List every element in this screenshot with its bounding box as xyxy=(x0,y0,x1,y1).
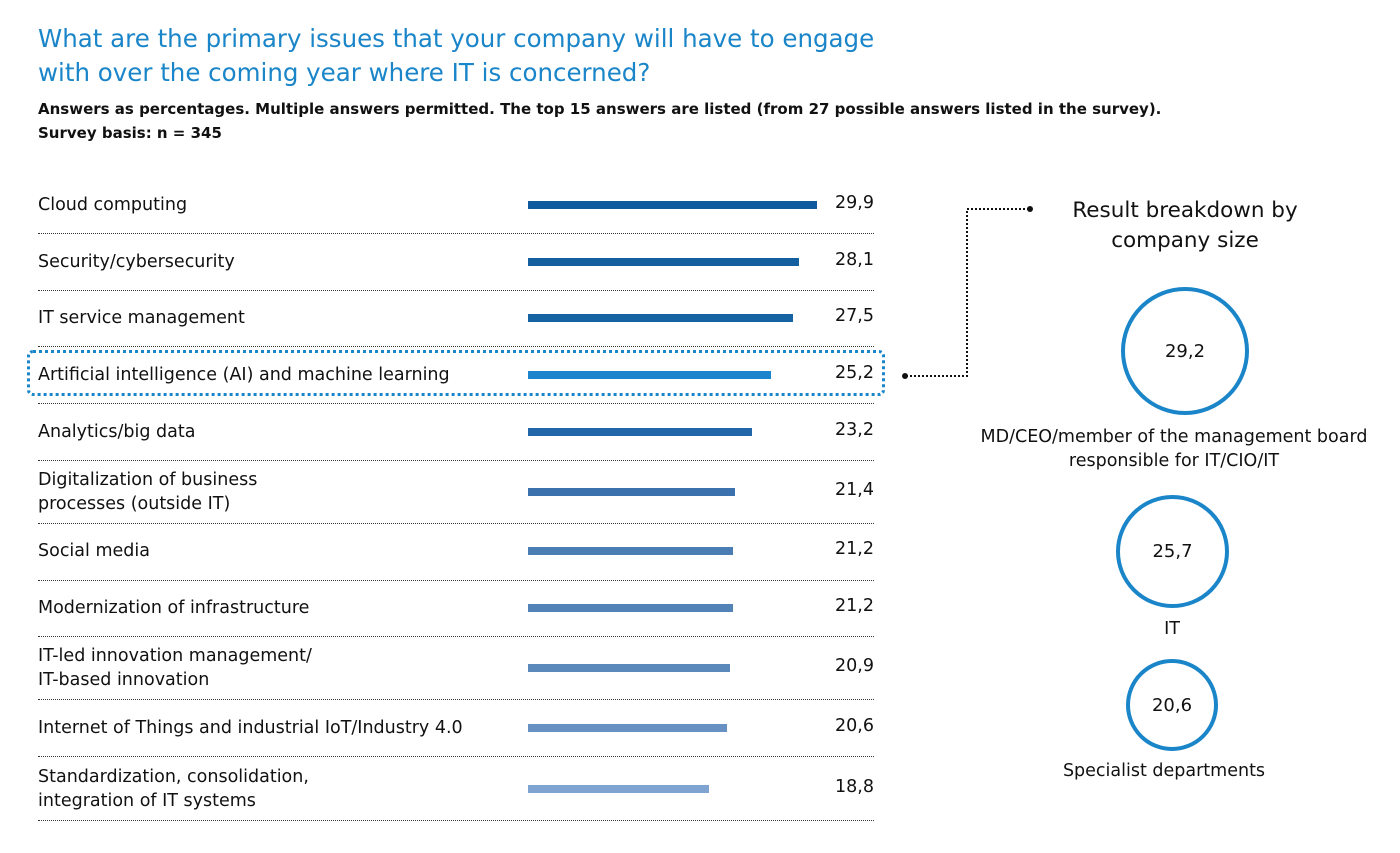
value-label: 21,2 xyxy=(835,596,874,616)
category-label: Social media xyxy=(38,539,150,563)
breakdown-circle-it: 25,7 xyxy=(1116,495,1229,608)
chart-title-line: What are the primary issues that your co… xyxy=(38,24,875,53)
row-divider xyxy=(38,403,874,404)
row-divider xyxy=(38,580,874,581)
bar xyxy=(528,724,727,732)
category-label: IT-led innovation management/IT-based in… xyxy=(38,644,312,692)
category-label-line: Standardization, consolidation, xyxy=(38,767,309,787)
bar xyxy=(528,785,709,793)
bar xyxy=(528,488,735,496)
category-label-line: integration of IT systems xyxy=(38,791,256,811)
chart-subtitle: Answers as percentages. Multiple answers… xyxy=(38,97,1161,145)
bar xyxy=(528,371,771,379)
row-divider xyxy=(38,233,874,234)
bar xyxy=(528,547,733,555)
row-divider xyxy=(38,636,874,637)
breakdown-label-it: IT xyxy=(1072,617,1272,641)
category-label: Modernization of infrastructure xyxy=(38,596,309,620)
chart-title-line: with over the coming year where IT is co… xyxy=(38,58,651,87)
breakdown-circle-management: 29,2 xyxy=(1121,287,1249,415)
value-label: 18,8 xyxy=(835,777,874,797)
breakdown-title: Result breakdown by company size xyxy=(1045,196,1325,256)
value-label: 20,9 xyxy=(835,656,874,676)
category-label-line: processes (outside IT) xyxy=(38,494,231,514)
category-label: IT service management xyxy=(38,306,245,330)
breakdown-value: 25,7 xyxy=(1152,541,1193,562)
category-label-line: Internet of Things and industrial IoT/In… xyxy=(38,718,463,738)
category-label-line: Modernization of infrastructure xyxy=(38,598,310,618)
category-label-line: Security/cybersecurity xyxy=(38,252,235,272)
value-label: 27,5 xyxy=(835,306,874,326)
value-label: 21,4 xyxy=(835,480,874,500)
value-label: 28,1 xyxy=(835,250,874,270)
bar xyxy=(528,664,730,672)
category-label: Artificial intelligence (AI) and machine… xyxy=(38,363,450,387)
category-label: Internet of Things and industrial IoT/In… xyxy=(38,716,463,740)
category-label: Standardization, consolidation, integrati… xyxy=(38,765,309,813)
bar xyxy=(528,428,752,436)
row-divider xyxy=(38,699,874,700)
breakdown-label-line: responsible for IT/CIO/IT xyxy=(1068,451,1280,471)
category-label-line: IT service management xyxy=(38,308,245,328)
breakdown-title-line: Result breakdown by xyxy=(1072,198,1298,223)
value-label: 23,2 xyxy=(835,420,874,440)
row-divider xyxy=(38,820,874,821)
connector-end-dot xyxy=(1027,206,1033,212)
value-label: 29,9 xyxy=(835,193,874,213)
row-divider xyxy=(38,290,874,291)
row-divider xyxy=(38,523,874,524)
breakdown-title-line: company size xyxy=(1111,228,1259,253)
value-label: 20,6 xyxy=(835,716,874,736)
bar xyxy=(528,314,793,322)
breakdown-label-line: Specialist departments xyxy=(1062,761,1266,781)
bar xyxy=(528,604,733,612)
value-label: 25,2 xyxy=(835,363,874,383)
breakdown-value: 20,6 xyxy=(1151,694,1193,716)
category-label-line: Digitalization of business xyxy=(38,470,258,490)
breakdown-label-specialist: Specialist departments xyxy=(1014,759,1314,783)
bar xyxy=(528,258,799,266)
breakdown-label-management: MD/CEO/member of the management board re… xyxy=(960,425,1388,473)
breakdown-label-line: IT xyxy=(1164,619,1180,639)
value-label: 21,2 xyxy=(835,539,874,559)
category-label-line: IT-based innovation xyxy=(38,670,210,690)
chart-title: What are the primary issues that your co… xyxy=(38,22,938,90)
category-label-line: IT-led innovation management/ xyxy=(38,646,312,666)
category-label-line: Artificial intelligence (AI) and machine… xyxy=(38,365,450,385)
row-divider xyxy=(38,460,874,461)
bar-chart: Cloud computing 29,9 Security/cybersecurit… xyxy=(38,193,874,821)
chart-subtitle-line: Survey basis: n = 345 xyxy=(38,124,222,142)
breakdown-value: 29,2 xyxy=(1164,340,1206,362)
connector-start-dot xyxy=(902,373,908,379)
category-label-line: Social media xyxy=(38,541,150,561)
category-label: Cloud computing xyxy=(38,193,187,217)
category-label-line: Cloud computing xyxy=(38,195,188,215)
breakdown-label-line: MD/CEO/member of the management board xyxy=(980,427,1368,447)
row-divider xyxy=(38,756,874,757)
highlight-box xyxy=(27,350,885,396)
category-label: Security/cybersecurity xyxy=(38,250,235,274)
category-label: Analytics/big data xyxy=(38,420,195,444)
bar xyxy=(528,201,817,209)
chart-subtitle-line: Answers as percentages. Multiple answers… xyxy=(38,100,1162,118)
breakdown-circle-specialist: 20,6 xyxy=(1126,659,1218,751)
row-divider xyxy=(38,346,874,347)
category-label: Digitalization of business processes (out… xyxy=(38,468,257,516)
category-label-line: Analytics/big data xyxy=(38,422,196,442)
